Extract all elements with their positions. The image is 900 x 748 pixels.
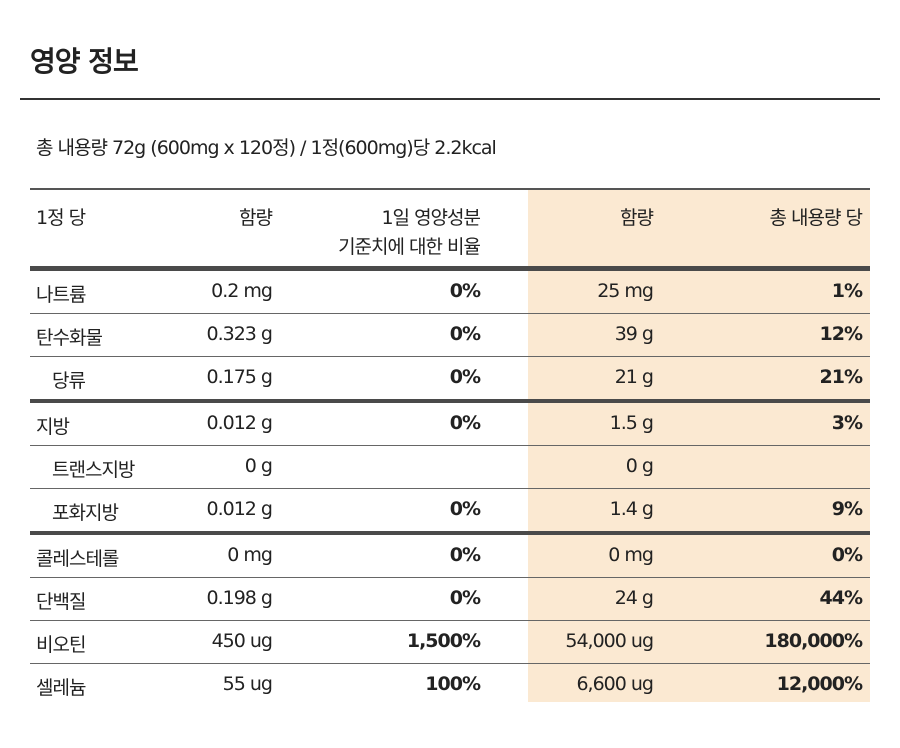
cell-total-pct: 21% [819, 366, 863, 388]
cell-total: 39 g [614, 323, 654, 345]
cell-name: 콜레스테롤 [36, 548, 119, 570]
header-per-total: 총 내용량 당 [769, 207, 863, 229]
cell-total: 24 g [614, 587, 654, 609]
cell-total-pct: 12,000% [776, 673, 863, 695]
cell-amount: 0.012 g [206, 412, 273, 434]
cell-name: 단백질 [36, 591, 86, 613]
cell-total: 0 g [625, 455, 654, 477]
header-per-tablet: 1정 당 [36, 207, 86, 229]
table-row: 포화지방 0.012 g 0% 1.4 g 9% [30, 489, 870, 535]
cell-name: 지방 [36, 416, 70, 438]
header-total-amount: 함량 [620, 207, 654, 229]
cell-total: 1.5 g [609, 412, 654, 434]
cell-total-pct: 12% [819, 323, 863, 345]
table-row: 셀레늄 55 ug 100% 6,600 ug 12,000% [30, 664, 870, 706]
table-row: 콜레스테롤 0 mg 0% 0 mg 0% [30, 535, 870, 578]
table-row: 단백질 0.198 g 0% 24 g 44% [30, 578, 870, 621]
cell-amount: 0 mg [227, 544, 273, 566]
cell-name: 당류 [52, 370, 86, 392]
cell-total: 1.4 g [609, 498, 654, 520]
table-row: 나트륨 0.2 mg 0% 25 mg 1% [30, 271, 870, 314]
cell-pct: 1,500% [406, 630, 481, 652]
cell-pct: 100% [425, 673, 481, 695]
page-title: 영양 정보 [30, 45, 139, 78]
cell-pct: 0% [449, 587, 481, 609]
cell-total-pct: 0% [831, 544, 863, 566]
serving-info: 총 내용량 72g (600mg x 120정) / 1정(600mg)당 2.… [36, 137, 497, 159]
header-amount: 함량 [239, 207, 273, 229]
cell-amount: 0 g [244, 455, 273, 477]
cell-total-pct: 3% [831, 412, 863, 434]
cell-total: 21 g [614, 366, 654, 388]
table-row: 당류 0.175 g 0% 21 g 21% [30, 357, 870, 403]
table-row: 트랜스지방 0 g 0 g [30, 446, 870, 489]
title-divider [20, 98, 880, 100]
header-daily-line2: 기준치에 대한 비율 [338, 236, 481, 258]
cell-pct: 0% [449, 366, 481, 388]
cell-name: 포화지방 [52, 502, 119, 524]
cell-name: 나트륨 [36, 284, 86, 306]
cell-total: 25 mg [597, 280, 654, 302]
cell-name: 셀레늄 [36, 677, 86, 699]
cell-total-pct: 9% [831, 498, 863, 520]
cell-pct: 0% [449, 544, 481, 566]
cell-pct: 0% [449, 498, 481, 520]
cell-amount: 0.198 g [206, 587, 273, 609]
cell-amount: 450 ug [211, 630, 273, 652]
table-row: 지방 0.012 g 0% 1.5 g 3% [30, 403, 870, 446]
cell-amount: 0.323 g [206, 323, 273, 345]
cell-amount: 55 ug [222, 673, 273, 695]
cell-total: 54,000 ug [565, 630, 654, 652]
cell-pct: 0% [449, 412, 481, 434]
cell-name: 비오틴 [36, 634, 86, 656]
cell-total-pct: 180,000% [764, 630, 863, 652]
cell-name: 탄수화물 [36, 327, 103, 349]
cell-amount: 0.012 g [206, 498, 273, 520]
header-daily-line1: 1일 영양성분 [381, 207, 481, 229]
cell-amount: 0.175 g [206, 366, 273, 388]
cell-total: 6,600 ug [576, 673, 654, 695]
cell-total: 0 mg [608, 544, 654, 566]
table-row: 비오틴 450 ug 1,500% 54,000 ug 180,000% [30, 621, 870, 664]
cell-pct: 0% [449, 280, 481, 302]
cell-total-pct: 1% [831, 280, 863, 302]
cell-pct: 0% [449, 323, 481, 345]
cell-name: 트랜스지방 [52, 459, 135, 481]
table-row: 탄수화물 0.323 g 0% 39 g 12% [30, 314, 870, 357]
cell-total-pct: 44% [819, 587, 863, 609]
cell-amount: 0.2 mg [211, 280, 273, 302]
